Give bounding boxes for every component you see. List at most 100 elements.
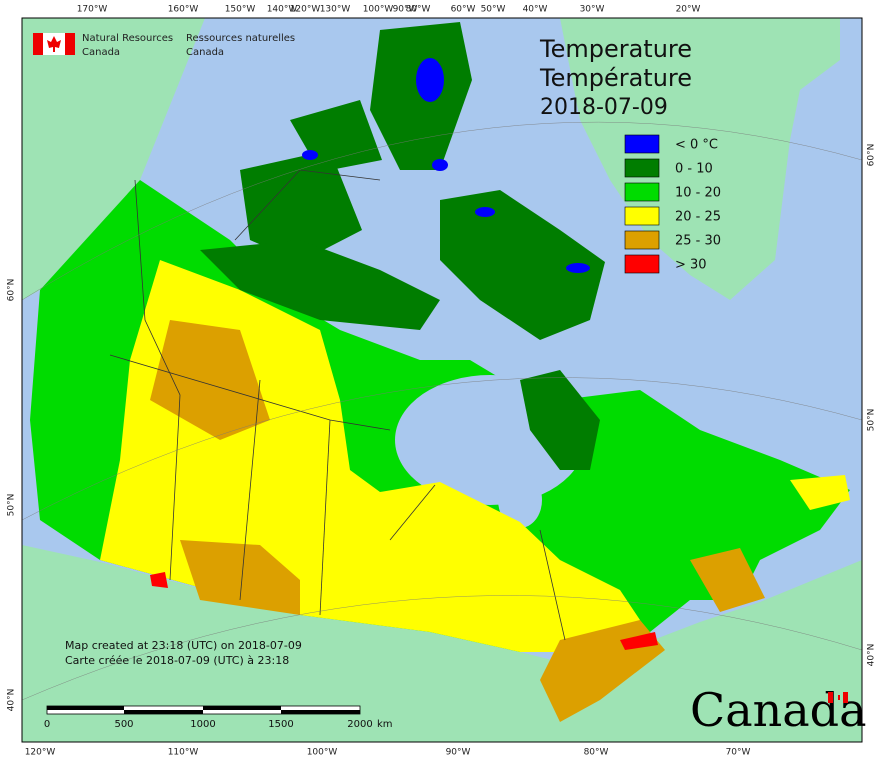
bottom-label: 70°W — [726, 748, 751, 758]
bottom-label: 80°W — [584, 748, 609, 758]
scale-unit: km — [377, 719, 393, 730]
legend: < 0 °C 0 - 10 10 - 20 20 - 25 25 - 30 > 30 — [624, 134, 721, 274]
left-label: 50°N — [7, 494, 17, 517]
header: Natural Resources Canada Ressources natu… — [33, 33, 295, 58]
legend-label: 10 - 20 — [675, 186, 721, 201]
glacier — [432, 159, 448, 171]
arctic-mainland — [200, 240, 440, 330]
parallel — [21, 595, 863, 701]
legend-label: > 30 — [675, 258, 707, 273]
agency-fr: Ressources naturelles — [186, 33, 295, 44]
legend-swatch — [624, 182, 660, 202]
glacier — [475, 207, 495, 217]
top-label: 140°W — [267, 5, 298, 15]
boundary — [134, 179, 181, 581]
quebec-0-10 — [520, 370, 600, 470]
left-label: 60°N — [7, 279, 17, 302]
usa — [22, 545, 862, 742]
glacier — [566, 263, 590, 273]
alaska — [22, 18, 205, 300]
agency-en: Natural Resources — [82, 33, 173, 44]
glacier — [302, 150, 318, 160]
bottom-label: 90°W — [446, 748, 471, 758]
parallel — [21, 377, 863, 521]
flag-leaf — [47, 36, 61, 52]
legend-swatch — [624, 134, 660, 154]
right-label: 50°N — [867, 409, 877, 432]
title-block: Temperature Température 2018-07-09 — [539, 35, 692, 120]
scale-label: 500 — [114, 719, 133, 730]
scale-seg — [47, 706, 124, 710]
bottom-label: 100°W — [307, 748, 338, 758]
note: Map created at 23:18 (UTC) on 2018-07-09 — [65, 639, 302, 652]
hot-bc — [150, 572, 168, 588]
east-20-25 — [790, 475, 850, 510]
top-label: 160°W — [168, 5, 199, 15]
flag-bar — [33, 33, 43, 55]
top-label: 100°W — [363, 5, 394, 15]
left-label: 40°N — [7, 689, 17, 712]
boundary — [539, 529, 566, 641]
james-bay — [498, 472, 542, 528]
greenland — [560, 18, 840, 300]
title-date: 2018-07-09 — [540, 95, 668, 120]
canada-wordmark: Canada — [690, 683, 867, 737]
wordmark: Canada — [690, 683, 867, 737]
top-label: 50°W — [481, 5, 506, 15]
scale-seg — [124, 710, 203, 714]
flag-bar — [65, 33, 75, 55]
scale-seg — [281, 710, 360, 714]
bottom-label: 110°W — [168, 748, 199, 758]
flag-bar — [828, 692, 833, 703]
scale-label: 1000 — [190, 719, 215, 730]
legend-swatch — [624, 158, 660, 178]
top-label: 150°W — [225, 5, 256, 15]
boundary — [234, 169, 381, 241]
bottom-label: 120°W — [25, 748, 56, 758]
top-label: 120°W — [290, 5, 321, 15]
top-label: 20°W — [676, 5, 701, 15]
top-label: 40°W — [523, 5, 548, 15]
title: Température — [539, 64, 692, 92]
flag-bar — [843, 692, 848, 703]
legend-swatch — [624, 230, 660, 250]
map-frame — [21, 17, 863, 743]
graticule-lines — [21, 121, 863, 701]
victoria-island — [240, 150, 362, 262]
notes: Map created at 23:18 (UTC) on 2018-07-09… — [65, 639, 302, 667]
hot-ontario — [620, 632, 658, 650]
title: Temperature — [539, 35, 692, 63]
right-label: 60°N — [867, 144, 877, 167]
top-label: 130°W — [320, 5, 351, 15]
legend-label: 20 - 25 — [675, 210, 721, 225]
agency-en: Canada — [82, 47, 120, 58]
north-25-30 — [150, 320, 270, 440]
agency-fr: Canada — [186, 47, 224, 58]
scale-label: 1500 — [268, 719, 293, 730]
scale-seg — [203, 706, 281, 710]
parallel — [21, 121, 863, 301]
map-area — [21, 17, 863, 743]
legend-label: < 0 °C — [675, 138, 718, 153]
maritime-25-30 — [690, 548, 765, 612]
boundary — [319, 419, 331, 616]
legend-swatch — [624, 254, 660, 274]
boundary — [389, 484, 436, 541]
baffin — [440, 190, 605, 340]
legend-label: 0 - 10 — [675, 162, 713, 177]
top-label: 80°W — [406, 5, 431, 15]
scale-bar: km 0 500 1000 1500 2000 — [44, 705, 393, 730]
flag-leaf — [838, 695, 840, 700]
glacier — [416, 58, 444, 102]
legend-label: 25 - 30 — [675, 234, 721, 249]
scale-label: 0 — [44, 719, 50, 730]
boundaries — [109, 169, 566, 641]
legend-swatch — [624, 206, 660, 226]
note: Carte créée le 2018-07-09 (UTC) à 23:18 — [65, 654, 289, 667]
prairie-25-30 — [180, 540, 300, 615]
top-label: 60°W — [451, 5, 476, 15]
right-label: 40°N — [867, 644, 877, 667]
top-label: 30°W — [580, 5, 605, 15]
